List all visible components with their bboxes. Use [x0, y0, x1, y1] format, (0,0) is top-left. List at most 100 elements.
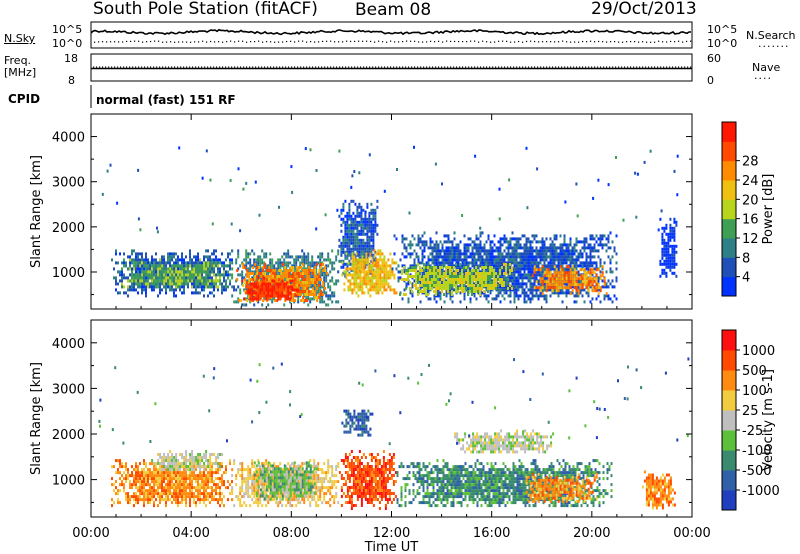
- power-cell: [360, 244, 363, 248]
- power-cell: [373, 270, 376, 274]
- power-cell: [364, 232, 367, 236]
- power-cell: [505, 255, 508, 259]
- power-cell: [587, 294, 590, 298]
- power-cell: [447, 246, 450, 250]
- nave-dot: [624, 66, 626, 68]
- power-cell: [379, 252, 382, 256]
- power-cell: [509, 294, 512, 298]
- power-cell: [513, 255, 516, 259]
- power-cell: [405, 255, 408, 259]
- nave-dot: [498, 66, 500, 68]
- power-cell: [193, 267, 196, 271]
- nave-dot: [615, 66, 617, 68]
- power-cell: [483, 246, 486, 250]
- nave-dot: [561, 66, 563, 68]
- power-cell: [253, 297, 256, 301]
- power-cell: [193, 261, 195, 265]
- power-cell: [601, 243, 604, 247]
- power-cell: [517, 282, 520, 286]
- power-cell: [567, 286, 570, 290]
- power-cell: [543, 258, 546, 262]
- power-cell: [257, 291, 260, 295]
- power-cell: [288, 278, 291, 281]
- power-cell: [569, 261, 572, 265]
- power-cell: [338, 259, 341, 263]
- power-cell: [543, 267, 546, 271]
- power-cell: [245, 264, 248, 268]
- power-cell: [273, 279, 276, 283]
- power-cell: [277, 261, 280, 265]
- power-cell: [471, 249, 474, 253]
- power-cell: [393, 234, 396, 238]
- power-cell: [189, 264, 192, 268]
- power-cell: [125, 291, 127, 295]
- power-cell: [133, 285, 135, 289]
- nave-dot: [294, 66, 296, 68]
- power-cell: [501, 284, 503, 287]
- power-cell: [453, 258, 456, 262]
- power-cell: [219, 282, 222, 286]
- power-cell: [535, 280, 538, 284]
- power-cell: [535, 255, 538, 259]
- power-cell: [292, 293, 295, 296]
- power-cell: [331, 264, 334, 268]
- power-cell: [273, 282, 276, 286]
- power-cell: [191, 270, 194, 274]
- search-noise-dot: [378, 40, 380, 42]
- power-cell: [531, 246, 534, 250]
- power-cell: [507, 258, 510, 262]
- power-cell: [205, 285, 208, 289]
- power-cell: [525, 261, 528, 265]
- power-cell: [213, 258, 215, 262]
- power-cell: [593, 255, 596, 259]
- power-cell: [443, 249, 446, 253]
- power-cell: [207, 294, 209, 298]
- power-cell: [329, 285, 332, 289]
- power-cell: [573, 264, 576, 268]
- power-cell: [209, 258, 211, 262]
- power-cell: [357, 294, 360, 298]
- power-cell: [531, 264, 534, 268]
- power-cell: [433, 246, 436, 250]
- power-cell: [529, 243, 532, 247]
- power-cell: [255, 297, 258, 301]
- power-cell: [453, 237, 456, 241]
- power-cell: [571, 280, 574, 284]
- power-cell: [459, 270, 462, 274]
- power-cell: [473, 290, 475, 293]
- power-cell: [535, 240, 538, 244]
- power-cell: [291, 264, 294, 268]
- power-cell: [197, 267, 200, 271]
- power-cell: [304, 299, 307, 302]
- power-cell: [529, 258, 532, 262]
- power-cell: [433, 272, 435, 275]
- power-cell: [337, 270, 340, 274]
- power-cell: [503, 276, 506, 280]
- power-cell: [359, 285, 362, 289]
- power-cell: [365, 261, 368, 265]
- power-cell: [559, 268, 562, 272]
- power-cell: [531, 255, 534, 259]
- power-cell: [371, 282, 374, 286]
- power-cell: [503, 234, 506, 238]
- power-cell: [203, 270, 206, 274]
- power-cell: [475, 290, 477, 293]
- power-cell: [455, 246, 458, 250]
- power-cell: [263, 255, 266, 259]
- power-cell: [479, 252, 482, 256]
- power-cell: [348, 226, 351, 230]
- power-cell: [499, 240, 502, 244]
- power-cell: [587, 283, 590, 287]
- power-cell: [471, 269, 473, 272]
- power-cell: [223, 270, 226, 274]
- power-cell: [563, 237, 566, 241]
- power-cell: [133, 261, 136, 265]
- power-cell: [587, 277, 590, 281]
- power-cell: [215, 264, 218, 268]
- power-cell: [507, 255, 510, 259]
- power-cell: [217, 288, 219, 292]
- power-cell: [545, 289, 548, 293]
- power-cell: [473, 269, 475, 272]
- power-cell: [467, 246, 470, 250]
- power-cell: [449, 272, 451, 275]
